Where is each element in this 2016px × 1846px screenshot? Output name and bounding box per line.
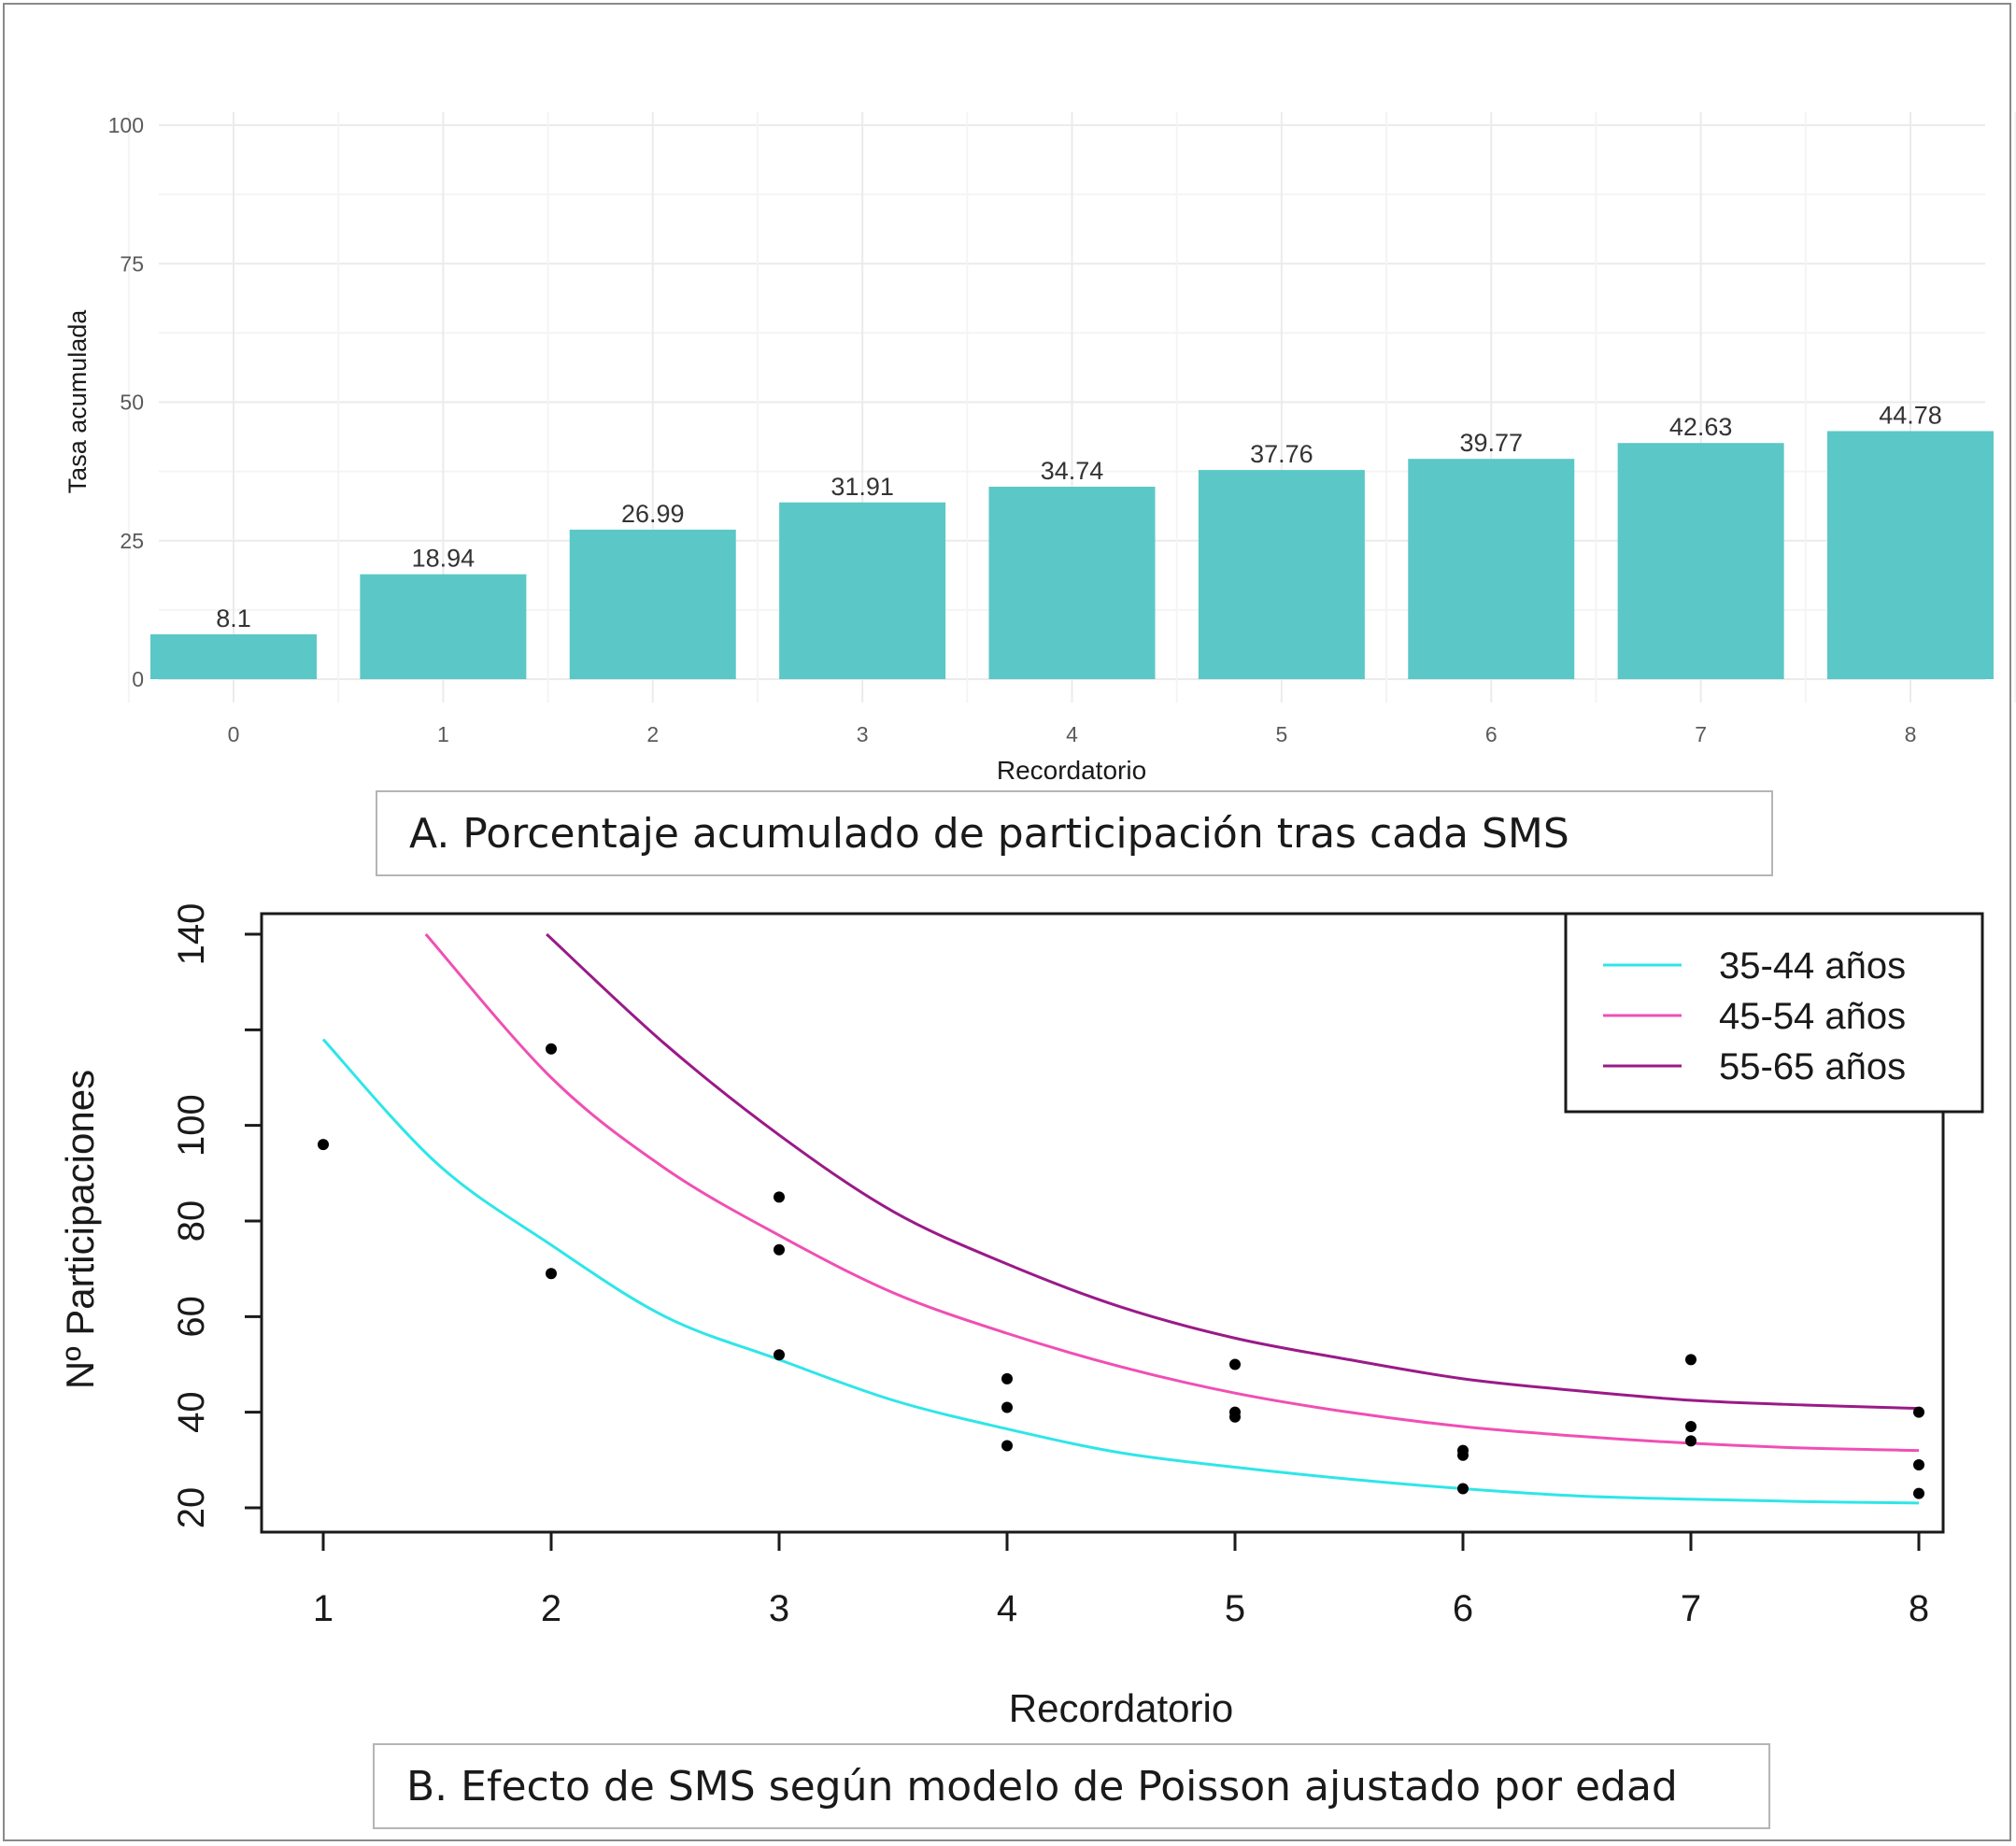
y-tick-label: 0 bbox=[132, 667, 144, 691]
x-tick-label: 0 bbox=[228, 722, 240, 746]
y-tick-label: 50 bbox=[120, 390, 144, 415]
bar-data-label: 44.78 bbox=[1879, 401, 1942, 429]
caption-b-text: B. Efecto de SMS según modelo de Poisson… bbox=[406, 1762, 1678, 1810]
bar-data-label: 39.77 bbox=[1459, 429, 1523, 457]
y-tick-label: 75 bbox=[120, 251, 144, 276]
bar bbox=[988, 486, 1156, 679]
caption-a: A. Porcentaje acumulado de participación… bbox=[376, 790, 1773, 876]
bar-chart: 0 25 50 75 100 0 1 2 3 4 5 6 7 8 8.1 18.94 26.99 31.91 3… bbox=[64, 112, 2016, 785]
x-tick-label: 5 bbox=[1275, 722, 1287, 746]
y-tick-label: 100 bbox=[108, 113, 144, 137]
x-tick-label: 4 bbox=[1066, 722, 1078, 746]
bar-data-label: 42.63 bbox=[1669, 413, 1733, 441]
x-tick-label: 8 bbox=[1905, 722, 1917, 746]
bar-chart-x-ticks: 0 1 2 3 4 5 6 7 8 bbox=[228, 722, 1917, 746]
bar-chart-x-axis-label: Recordatorio bbox=[997, 756, 1146, 785]
bar bbox=[150, 633, 317, 679]
x-tick-label: 1 bbox=[437, 722, 449, 746]
bar bbox=[1408, 459, 1575, 679]
caption-a-text: A. Porcentaje acumulado de participación… bbox=[409, 809, 1569, 858]
bar-data-label: 34.74 bbox=[1041, 457, 1104, 485]
bar-data-label: 26.99 bbox=[621, 500, 685, 528]
caption-b: B. Efecto de SMS según modelo de Poisson… bbox=[373, 1743, 1770, 1829]
bar bbox=[779, 502, 946, 679]
x-tick-label: 6 bbox=[1485, 722, 1498, 746]
x-tick-label: 2 bbox=[646, 722, 659, 746]
bar-data-label: 18.94 bbox=[412, 545, 476, 573]
bar bbox=[1198, 470, 1365, 679]
bar bbox=[569, 529, 736, 679]
bar-data-label: 37.76 bbox=[1250, 440, 1313, 468]
x-tick-label: 7 bbox=[1695, 722, 1707, 746]
x-tick-label: 3 bbox=[857, 722, 869, 746]
bar bbox=[1617, 443, 1784, 679]
bar bbox=[360, 574, 527, 679]
bar-chart-y-axis-label: Tasa acumulada bbox=[64, 309, 92, 494]
bar-chart-y-ticks: 0 25 50 75 100 bbox=[108, 113, 144, 691]
bar-data-label: 8.1 bbox=[216, 604, 251, 632]
bar-chart-bars bbox=[150, 431, 1994, 679]
bar-data-label: 31.91 bbox=[831, 473, 894, 501]
bar bbox=[1827, 431, 1994, 679]
y-tick-label: 25 bbox=[120, 529, 144, 553]
bar-chart-data-labels: 8.1 18.94 26.99 31.91 34.74 37.76 39.77 42.63 44… bbox=[216, 401, 1942, 632]
